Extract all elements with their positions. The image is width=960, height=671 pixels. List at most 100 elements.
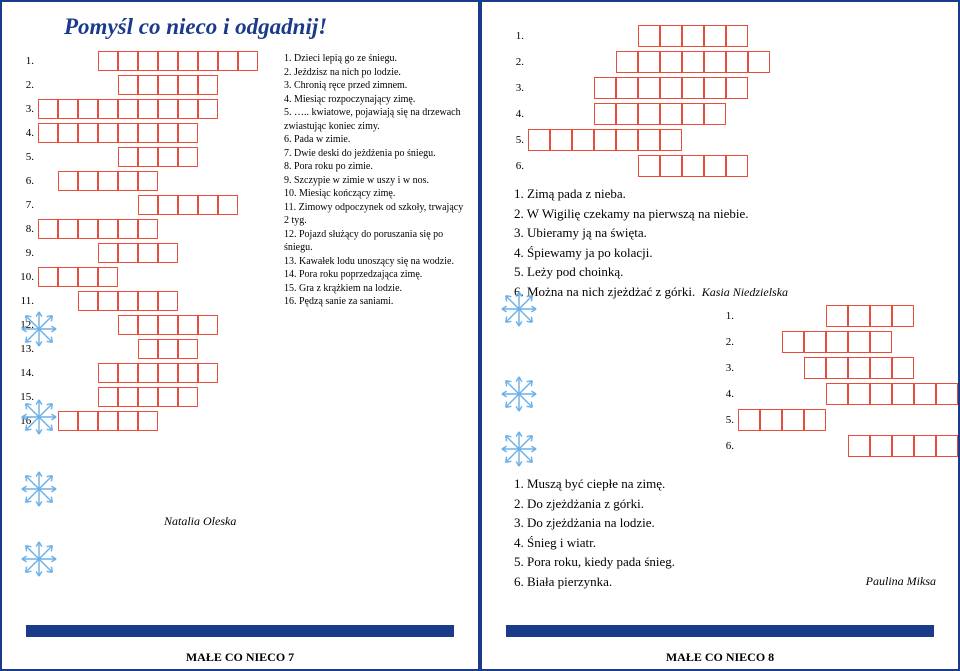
- crossword-cell[interactable]: [38, 123, 58, 143]
- crossword-cell[interactable]: [914, 435, 936, 457]
- crossword-cell[interactable]: [118, 315, 138, 335]
- crossword-cell[interactable]: [704, 51, 726, 73]
- crossword-cell[interactable]: [78, 219, 98, 239]
- crossword-cell[interactable]: [682, 103, 704, 125]
- crossword-cell[interactable]: [138, 147, 158, 167]
- crossword-cell[interactable]: [138, 243, 158, 263]
- crossword-cell[interactable]: [892, 435, 914, 457]
- crossword-cell[interactable]: [528, 129, 550, 151]
- crossword-cell[interactable]: [38, 99, 58, 119]
- crossword-cell[interactable]: [78, 171, 98, 191]
- crossword-cell[interactable]: [726, 155, 748, 177]
- crossword-cell[interactable]: [38, 219, 58, 239]
- crossword-cell[interactable]: [158, 339, 178, 359]
- crossword-cell[interactable]: [158, 315, 178, 335]
- crossword-cell[interactable]: [98, 243, 118, 263]
- crossword-cell[interactable]: [178, 75, 198, 95]
- crossword-cell[interactable]: [198, 75, 218, 95]
- crossword-cell[interactable]: [726, 77, 748, 99]
- crossword-cell[interactable]: [158, 123, 178, 143]
- crossword-cell[interactable]: [682, 155, 704, 177]
- crossword-cell[interactable]: [198, 195, 218, 215]
- crossword-cell[interactable]: [178, 339, 198, 359]
- crossword-cell[interactable]: [826, 357, 848, 379]
- crossword-cell[interactable]: [660, 129, 682, 151]
- crossword-cell[interactable]: [78, 411, 98, 431]
- crossword-cell[interactable]: [704, 103, 726, 125]
- crossword-cell[interactable]: [158, 195, 178, 215]
- crossword-cell[interactable]: [158, 243, 178, 263]
- crossword-cell[interactable]: [936, 435, 958, 457]
- crossword-cell[interactable]: [158, 99, 178, 119]
- crossword-cell[interactable]: [748, 51, 770, 73]
- crossword-cell[interactable]: [848, 357, 870, 379]
- crossword-cell[interactable]: [98, 51, 118, 71]
- crossword-cell[interactable]: [704, 155, 726, 177]
- crossword-cell[interactable]: [594, 129, 616, 151]
- crossword-cell[interactable]: [638, 25, 660, 47]
- crossword-cell[interactable]: [848, 435, 870, 457]
- crossword-cell[interactable]: [178, 315, 198, 335]
- crossword-cell[interactable]: [118, 75, 138, 95]
- crossword-cell[interactable]: [870, 435, 892, 457]
- crossword-cell[interactable]: [118, 147, 138, 167]
- crossword-cell[interactable]: [782, 409, 804, 431]
- crossword-cell[interactable]: [594, 103, 616, 125]
- crossword-cell[interactable]: [198, 51, 218, 71]
- crossword-cell[interactable]: [682, 77, 704, 99]
- crossword-cell[interactable]: [118, 123, 138, 143]
- crossword-cell[interactable]: [58, 267, 78, 287]
- crossword-cell[interactable]: [98, 171, 118, 191]
- crossword-cell[interactable]: [178, 123, 198, 143]
- crossword-cell[interactable]: [98, 123, 118, 143]
- crossword-cell[interactable]: [118, 363, 138, 383]
- crossword-cell[interactable]: [138, 315, 158, 335]
- crossword-cell[interactable]: [58, 99, 78, 119]
- crossword-cell[interactable]: [58, 171, 78, 191]
- crossword-cell[interactable]: [238, 51, 258, 71]
- crossword-cell[interactable]: [178, 387, 198, 407]
- crossword-cell[interactable]: [550, 129, 572, 151]
- crossword-cell[interactable]: [870, 305, 892, 327]
- crossword-cell[interactable]: [158, 363, 178, 383]
- crossword-cell[interactable]: [218, 195, 238, 215]
- crossword-cell[interactable]: [158, 147, 178, 167]
- crossword-cell[interactable]: [138, 195, 158, 215]
- crossword-cell[interactable]: [118, 243, 138, 263]
- crossword-cell[interactable]: [158, 51, 178, 71]
- crossword-cell[interactable]: [826, 383, 848, 405]
- crossword-cell[interactable]: [158, 75, 178, 95]
- crossword-cell[interactable]: [804, 331, 826, 353]
- crossword-cell[interactable]: [178, 99, 198, 119]
- crossword-cell[interactable]: [98, 363, 118, 383]
- crossword-cell[interactable]: [936, 383, 958, 405]
- crossword-cell[interactable]: [158, 387, 178, 407]
- crossword-cell[interactable]: [138, 171, 158, 191]
- crossword-cell[interactable]: [98, 387, 118, 407]
- crossword-cell[interactable]: [118, 387, 138, 407]
- crossword-cell[interactable]: [638, 129, 660, 151]
- crossword-cell[interactable]: [138, 123, 158, 143]
- crossword-cell[interactable]: [660, 51, 682, 73]
- crossword-cell[interactable]: [138, 411, 158, 431]
- crossword-cell[interactable]: [682, 25, 704, 47]
- crossword-cell[interactable]: [138, 291, 158, 311]
- crossword-cell[interactable]: [738, 409, 760, 431]
- crossword-cell[interactable]: [804, 409, 826, 431]
- crossword-cell[interactable]: [594, 77, 616, 99]
- crossword-cell[interactable]: [98, 267, 118, 287]
- crossword-cell[interactable]: [572, 129, 594, 151]
- crossword-cell[interactable]: [78, 291, 98, 311]
- crossword-cell[interactable]: [660, 103, 682, 125]
- crossword-cell[interactable]: [78, 99, 98, 119]
- crossword-cell[interactable]: [616, 129, 638, 151]
- crossword-cell[interactable]: [58, 411, 78, 431]
- crossword-cell[interactable]: [704, 25, 726, 47]
- crossword-cell[interactable]: [178, 195, 198, 215]
- crossword-cell[interactable]: [914, 383, 936, 405]
- crossword-cell[interactable]: [682, 51, 704, 73]
- crossword-cell[interactable]: [892, 383, 914, 405]
- crossword-cell[interactable]: [826, 331, 848, 353]
- crossword-cell[interactable]: [726, 51, 748, 73]
- crossword-cell[interactable]: [218, 51, 238, 71]
